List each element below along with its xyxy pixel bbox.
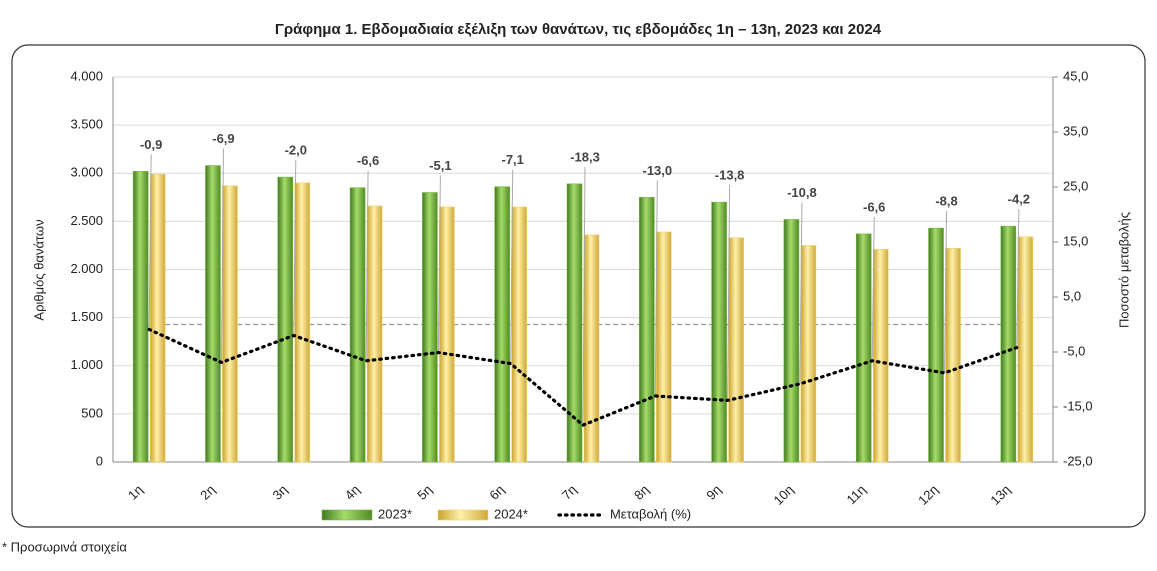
y2-tick-label: 45,0 <box>1063 68 1088 83</box>
legend-label: 2024* <box>494 506 528 521</box>
leader-line <box>799 202 803 384</box>
y2-tick-label: 5,0 <box>1063 288 1081 303</box>
bar <box>656 231 672 463</box>
leader-line <box>510 169 514 364</box>
bar <box>928 227 944 463</box>
y2-tick-label: 15,0 <box>1063 233 1088 248</box>
x-tick-label: 13η <box>987 482 1013 508</box>
bar <box>366 205 383 463</box>
value-label: -6,9 <box>212 131 234 146</box>
x-tick-label: 12η <box>915 482 941 508</box>
leader-line <box>220 148 224 363</box>
leader-line <box>148 154 152 330</box>
x-tick-label: 2η <box>197 482 218 503</box>
value-label: -0,9 <box>140 137 162 152</box>
bar <box>566 183 583 463</box>
value-label: -7,1 <box>501 152 523 167</box>
bar <box>1017 236 1034 463</box>
bar <box>149 173 166 463</box>
y-tick-label: 1.000 <box>70 357 103 372</box>
value-label: -13,0 <box>642 163 672 178</box>
footnote: * Προσωρινά στοιχεία <box>2 539 127 554</box>
y2-tick-label: -25,0 <box>1063 453 1093 468</box>
value-label: -4,2 <box>1008 192 1030 207</box>
leader-line <box>365 170 369 361</box>
bar <box>783 219 800 463</box>
x-tick-label: 11η <box>844 482 869 507</box>
bar <box>205 165 221 463</box>
x-tick-label: 10η <box>771 482 797 508</box>
line <box>147 327 1019 427</box>
bar <box>349 187 366 463</box>
bar <box>945 248 961 463</box>
bar <box>277 176 294 463</box>
leader-line <box>654 180 658 397</box>
y-tick-label: 500 <box>81 405 103 420</box>
value-label: -2,0 <box>285 143 307 158</box>
x-tick-label: 6η <box>486 482 507 503</box>
x-tick-label: 8η <box>631 482 652 503</box>
y-tick-label: 2.000 <box>70 261 103 276</box>
bar <box>855 233 872 463</box>
y-axis-label: Αριθμός θανάτων <box>31 219 46 320</box>
y-tick-label: 3.500 <box>70 117 103 132</box>
bar <box>511 206 527 463</box>
y-tick-label: 2.500 <box>70 213 103 228</box>
leader-line <box>1016 209 1020 348</box>
x-tick-label: 4η <box>342 482 363 503</box>
leader-line <box>437 175 441 353</box>
value-label: -5,1 <box>429 158 451 173</box>
x-tick-label: 7η <box>559 482 580 503</box>
bar <box>728 237 744 463</box>
bar <box>800 245 817 463</box>
legend-swatch <box>437 509 489 521</box>
value-label: -18,3 <box>570 149 600 164</box>
leader-line <box>582 166 586 426</box>
value-label: -8,8 <box>935 194 957 209</box>
leader-line <box>944 211 948 373</box>
y2-tick-label: -15,0 <box>1063 398 1093 413</box>
y-tick-label: 1.500 <box>70 309 103 324</box>
x-tick-label: 3η <box>269 482 290 503</box>
bar <box>222 185 238 463</box>
x-tick-label: 9η <box>703 482 724 503</box>
y-tick-label: 3.000 <box>70 165 103 180</box>
value-label: -6,6 <box>863 199 885 214</box>
y-tick-label: 0 <box>96 453 103 468</box>
bar <box>1000 225 1017 463</box>
x-tick-label: 5η <box>414 482 435 503</box>
y2-tick-label: 35,0 <box>1063 123 1088 138</box>
bar <box>711 201 727 463</box>
y2-axis-label: Ποσοστό μεταβολής <box>1116 212 1131 328</box>
legend-label: 2023* <box>378 506 412 521</box>
bar <box>294 182 311 463</box>
chart-frame <box>11 44 1146 528</box>
y2-tick-label: -5,0 <box>1063 343 1085 358</box>
bar <box>639 197 655 463</box>
value-label: -13,8 <box>715 168 745 183</box>
value-label: -10,8 <box>787 185 817 200</box>
bar <box>422 192 438 463</box>
bar <box>583 234 600 463</box>
leader-line <box>871 216 875 361</box>
y2-tick-label: 25,0 <box>1063 178 1088 193</box>
legend-label: Μεταβολή (%) <box>610 506 691 521</box>
bar <box>494 186 510 463</box>
x-tick-label: 1η <box>125 482 146 503</box>
legend-swatch <box>321 509 373 521</box>
bar <box>132 171 149 463</box>
y-tick-label: 4.000 <box>70 68 103 83</box>
leader-line <box>727 185 731 401</box>
bar <box>439 206 455 463</box>
bar <box>872 248 889 463</box>
leader-line <box>293 160 297 336</box>
value-label: -6,6 <box>357 153 379 168</box>
chart-title: Γράφημα 1. Εβδομαδιαία εξέλιξη των θανάτ… <box>275 21 882 38</box>
